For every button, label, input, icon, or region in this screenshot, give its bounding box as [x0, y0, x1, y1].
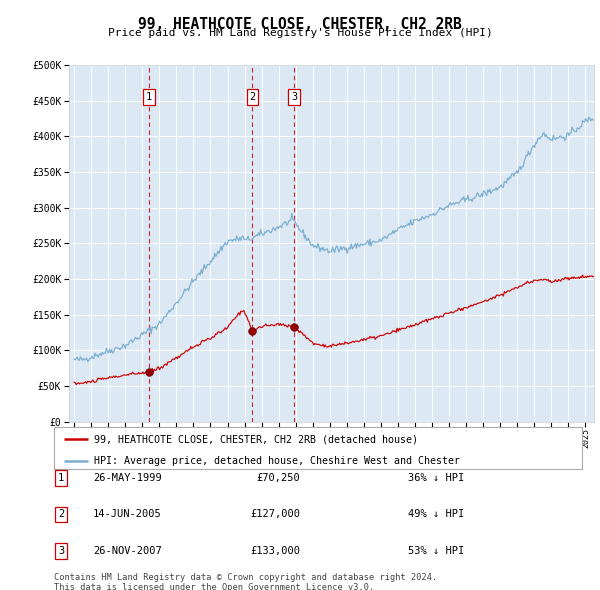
Text: 99, HEATHCOTE CLOSE, CHESTER, CH2 2RB (detached house): 99, HEATHCOTE CLOSE, CHESTER, CH2 2RB (d…	[94, 434, 418, 444]
Text: 14-JUN-2005: 14-JUN-2005	[93, 510, 162, 519]
Text: Contains HM Land Registry data © Crown copyright and database right 2024.: Contains HM Land Registry data © Crown c…	[54, 573, 437, 582]
Text: Price paid vs. HM Land Registry's House Price Index (HPI): Price paid vs. HM Land Registry's House …	[107, 28, 493, 38]
Text: 1: 1	[146, 92, 152, 102]
Text: £133,000: £133,000	[250, 546, 300, 556]
Text: 3: 3	[58, 546, 64, 556]
Text: HPI: Average price, detached house, Cheshire West and Chester: HPI: Average price, detached house, Ches…	[94, 457, 460, 467]
Text: 99, HEATHCOTE CLOSE, CHESTER, CH2 2RB: 99, HEATHCOTE CLOSE, CHESTER, CH2 2RB	[138, 17, 462, 31]
Text: 53% ↓ HPI: 53% ↓ HPI	[408, 546, 464, 556]
Text: 49% ↓ HPI: 49% ↓ HPI	[408, 510, 464, 519]
Text: £70,250: £70,250	[256, 473, 300, 483]
Text: 26-NOV-2007: 26-NOV-2007	[93, 546, 162, 556]
Text: 3: 3	[291, 92, 297, 102]
Text: £127,000: £127,000	[250, 510, 300, 519]
Text: 2: 2	[249, 92, 256, 102]
Text: 1: 1	[58, 473, 64, 483]
Text: 36% ↓ HPI: 36% ↓ HPI	[408, 473, 464, 483]
Text: 26-MAY-1999: 26-MAY-1999	[93, 473, 162, 483]
Text: This data is licensed under the Open Government Licence v3.0.: This data is licensed under the Open Gov…	[54, 583, 374, 590]
Text: 2: 2	[58, 510, 64, 519]
